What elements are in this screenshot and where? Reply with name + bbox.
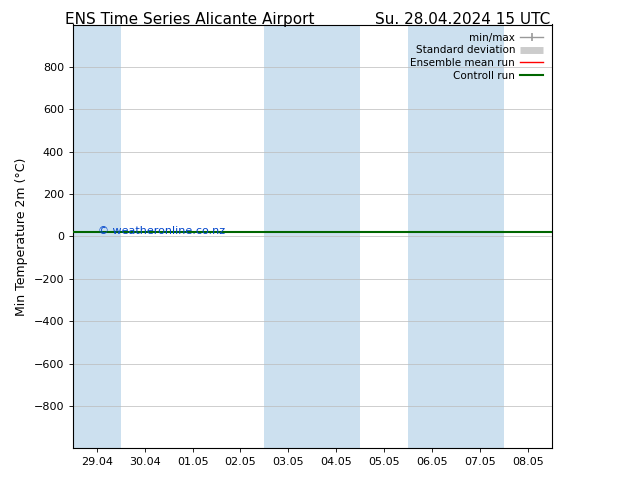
- Bar: [73, 24, 121, 448]
- Bar: [264, 24, 313, 448]
- Text: Su. 28.04.2024 15 UTC: Su. 28.04.2024 15 UTC: [375, 12, 550, 27]
- Y-axis label: Min Temperature 2m (°C): Min Temperature 2m (°C): [15, 157, 28, 316]
- Bar: [456, 24, 504, 448]
- Bar: [408, 24, 456, 448]
- Text: © weatheronline.co.nz: © weatheronline.co.nz: [98, 226, 224, 236]
- Bar: [313, 24, 360, 448]
- Legend: min/max, Standard deviation, Ensemble mean run, Controll run: min/max, Standard deviation, Ensemble me…: [407, 30, 547, 84]
- Text: ENS Time Series Alicante Airport: ENS Time Series Alicante Airport: [65, 12, 315, 27]
